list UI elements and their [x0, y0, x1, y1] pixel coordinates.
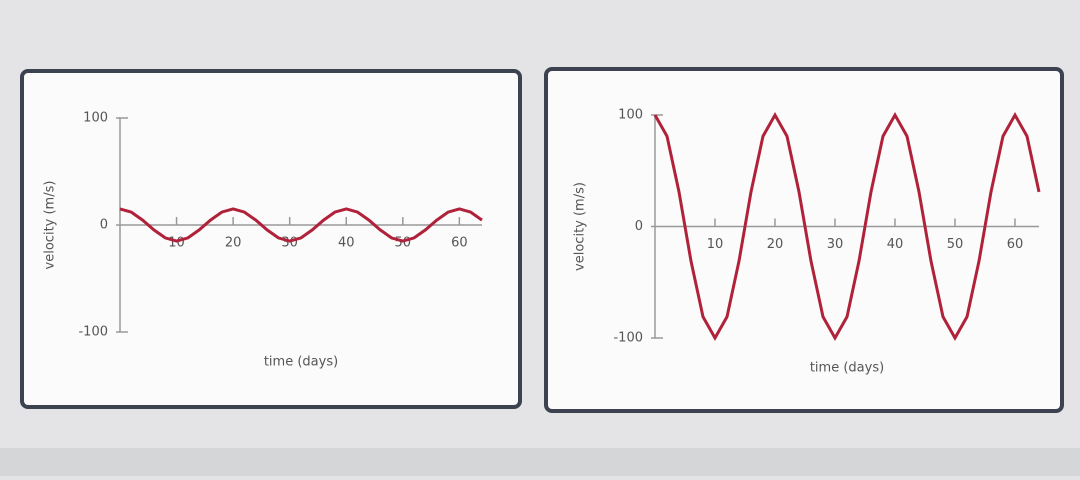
panel [544, 67, 1064, 413]
chart: -100 0 100 10 20 30 40 50 60 time (days) velocity … [573, 108, 1041, 376]
y-tick-label: -100 [78, 325, 108, 340]
x-tick-label: 30 [281, 236, 298, 251]
y-tick-label: 100 [83, 111, 108, 126]
y-tick-label: 100 [618, 108, 643, 123]
x-tick-label: 50 [947, 237, 964, 252]
x-tick-label: 30 [827, 237, 844, 252]
x-tick-label: 50 [395, 236, 412, 251]
chart: -100 0 100 10 20 30 40 50 60 time (days) velocity … [43, 111, 483, 370]
y-tick-label: -100 [613, 331, 643, 346]
x-tick-label: 10 [707, 237, 724, 252]
x-tick-label: 60 [1007, 237, 1024, 252]
x-tick-label: 60 [451, 236, 468, 251]
x-tick-label: 20 [767, 237, 784, 252]
x-axis-label: time (days) [264, 355, 338, 370]
x-tick-label: 20 [225, 236, 242, 251]
y-axis-label: velocity (m/s) [573, 182, 588, 271]
y-axis-label: velocity (m/s) [43, 181, 58, 270]
panel [20, 69, 522, 409]
y-tick-label: 0 [100, 218, 108, 233]
data-line [653, 111, 1041, 342]
x-tick-label: 40 [338, 236, 355, 251]
x-tick-label: 40 [887, 237, 904, 252]
x-tick-label: 10 [168, 236, 185, 251]
data-line [119, 207, 483, 243]
y-tick-label: 0 [635, 219, 643, 234]
x-axis-label: time (days) [810, 361, 884, 376]
bottom-band [0, 448, 1080, 476]
